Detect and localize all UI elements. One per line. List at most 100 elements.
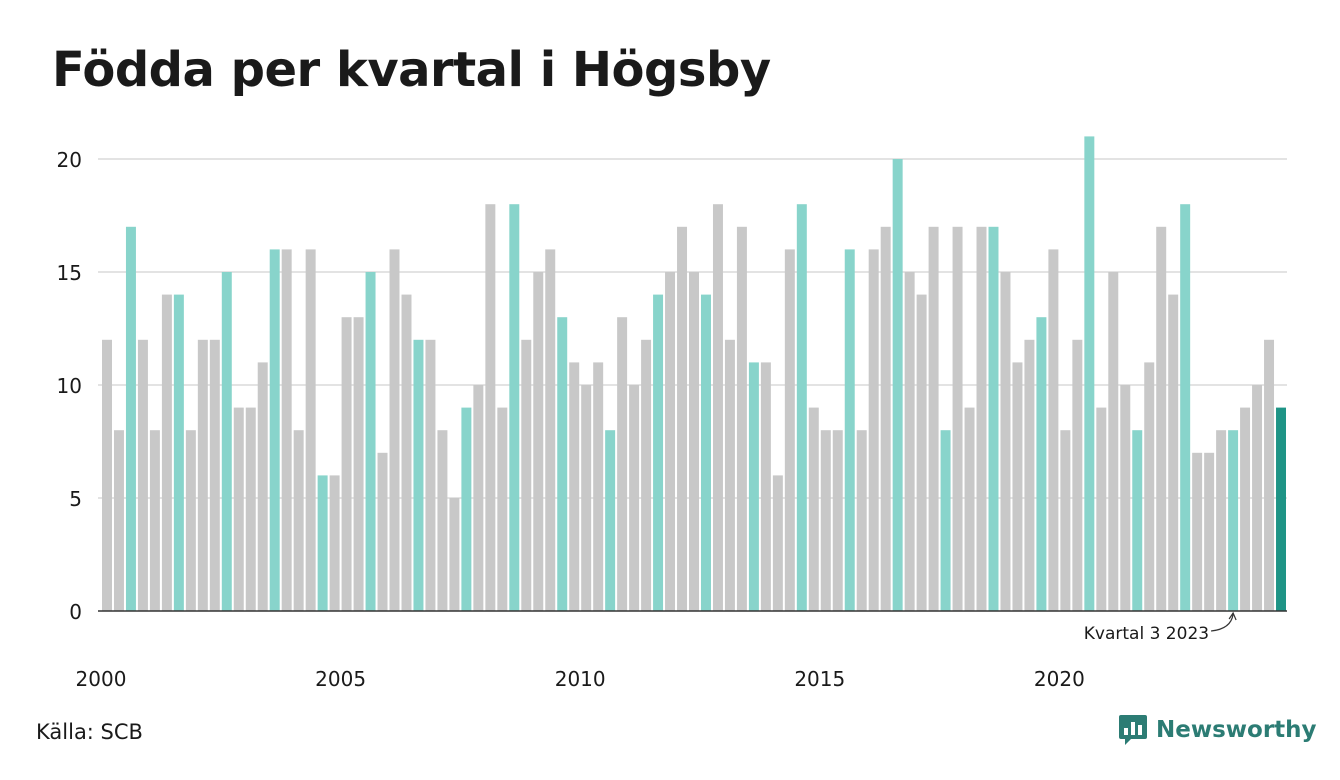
x-tick-label: 2000 <box>76 667 127 691</box>
source-note: Källa: SCB <box>36 720 143 744</box>
bar <box>796 204 807 611</box>
y-tick-label: 20 <box>57 148 82 172</box>
y-tick-label: 15 <box>57 261 82 285</box>
annotation-arrow <box>1211 613 1234 632</box>
newsworthy-logo[interactable]: Newsworthy <box>1118 714 1317 746</box>
chart-title: Födda per kvartal i Högsby <box>52 42 771 98</box>
bar <box>581 385 592 611</box>
bar <box>1084 136 1095 611</box>
brand-name: Newsworthy <box>1156 717 1317 743</box>
bar <box>1036 317 1047 611</box>
bar <box>736 226 747 612</box>
bar <box>760 362 771 611</box>
bar <box>341 317 352 611</box>
bar <box>712 204 723 611</box>
bar <box>868 249 879 611</box>
bar <box>461 407 472 611</box>
bar <box>748 362 759 611</box>
bar <box>1096 407 1107 611</box>
bar <box>593 362 604 611</box>
bar <box>509 204 520 611</box>
bar <box>641 339 652 611</box>
bar <box>1024 339 1035 611</box>
bar <box>665 272 676 611</box>
bar <box>1180 204 1191 611</box>
bar <box>832 430 843 611</box>
bar <box>389 249 400 611</box>
bar <box>137 339 148 611</box>
x-tick-label: 2015 <box>794 667 845 691</box>
bar <box>425 339 436 611</box>
bar <box>1252 385 1263 611</box>
bar <box>365 272 376 611</box>
bar <box>1156 226 1167 612</box>
bar <box>413 339 424 611</box>
y-tick-label: 5 <box>69 487 82 511</box>
bar <box>952 226 963 612</box>
bar <box>161 294 172 611</box>
bar <box>1144 362 1155 611</box>
bar <box>1168 294 1179 611</box>
bar <box>569 362 580 611</box>
bar <box>545 249 556 611</box>
bar <box>964 407 975 611</box>
bar <box>1132 430 1143 611</box>
y-axis-tick-labels: 0 5 10 15 20 <box>57 148 82 624</box>
bar <box>1048 249 1059 611</box>
x-tick-label: 2010 <box>555 667 606 691</box>
bar <box>449 498 460 611</box>
bar <box>629 385 640 611</box>
bar <box>892 159 903 611</box>
bar <box>605 430 616 611</box>
bar <box>916 294 927 611</box>
annotation-arrowhead <box>1228 611 1237 621</box>
bar <box>557 317 568 611</box>
bar <box>1264 339 1275 611</box>
annotation: Kvartal 3 2023 <box>1084 611 1237 644</box>
bar <box>1012 362 1023 611</box>
bar <box>245 407 256 611</box>
bar <box>1228 430 1239 611</box>
bar <box>305 249 316 611</box>
bar <box>317 475 328 611</box>
bar <box>1240 407 1251 611</box>
bar <box>988 226 999 612</box>
bar <box>700 294 711 611</box>
y-tick-label: 10 <box>57 374 82 398</box>
bar <box>221 272 232 611</box>
bar <box>377 452 388 611</box>
bars <box>102 136 1286 612</box>
bar <box>102 339 112 611</box>
x-tick-label: 2005 <box>315 667 366 691</box>
bar <box>928 226 939 612</box>
bar <box>197 339 208 611</box>
bar <box>281 249 292 611</box>
bar <box>497 407 508 611</box>
bar <box>233 407 244 611</box>
bar <box>856 430 867 611</box>
bar <box>113 430 124 611</box>
bar <box>1192 452 1203 611</box>
x-axis-tick-labels: 2000 2005 2010 2015 2020 <box>76 667 1085 691</box>
bar <box>617 317 628 611</box>
bar <box>784 249 795 611</box>
bar <box>125 226 136 612</box>
bar <box>1120 385 1131 611</box>
bar <box>772 475 783 611</box>
bar <box>257 362 268 611</box>
bar <box>533 272 544 611</box>
bar <box>401 294 412 611</box>
bar <box>844 249 855 611</box>
bar <box>820 430 831 611</box>
bar <box>677 226 688 612</box>
bar-chart: 0 5 10 15 20 2000 2005 2010 2015 2020 Kvartal 3 … <box>57 136 1287 691</box>
bar <box>1216 430 1227 611</box>
bar <box>724 339 735 611</box>
annotation-label: Kvartal 3 2023 <box>1084 624 1209 644</box>
bar <box>329 475 340 611</box>
bar <box>353 317 364 611</box>
bar <box>976 226 987 612</box>
bar <box>149 430 160 611</box>
bar <box>653 294 664 611</box>
bar <box>173 294 184 611</box>
